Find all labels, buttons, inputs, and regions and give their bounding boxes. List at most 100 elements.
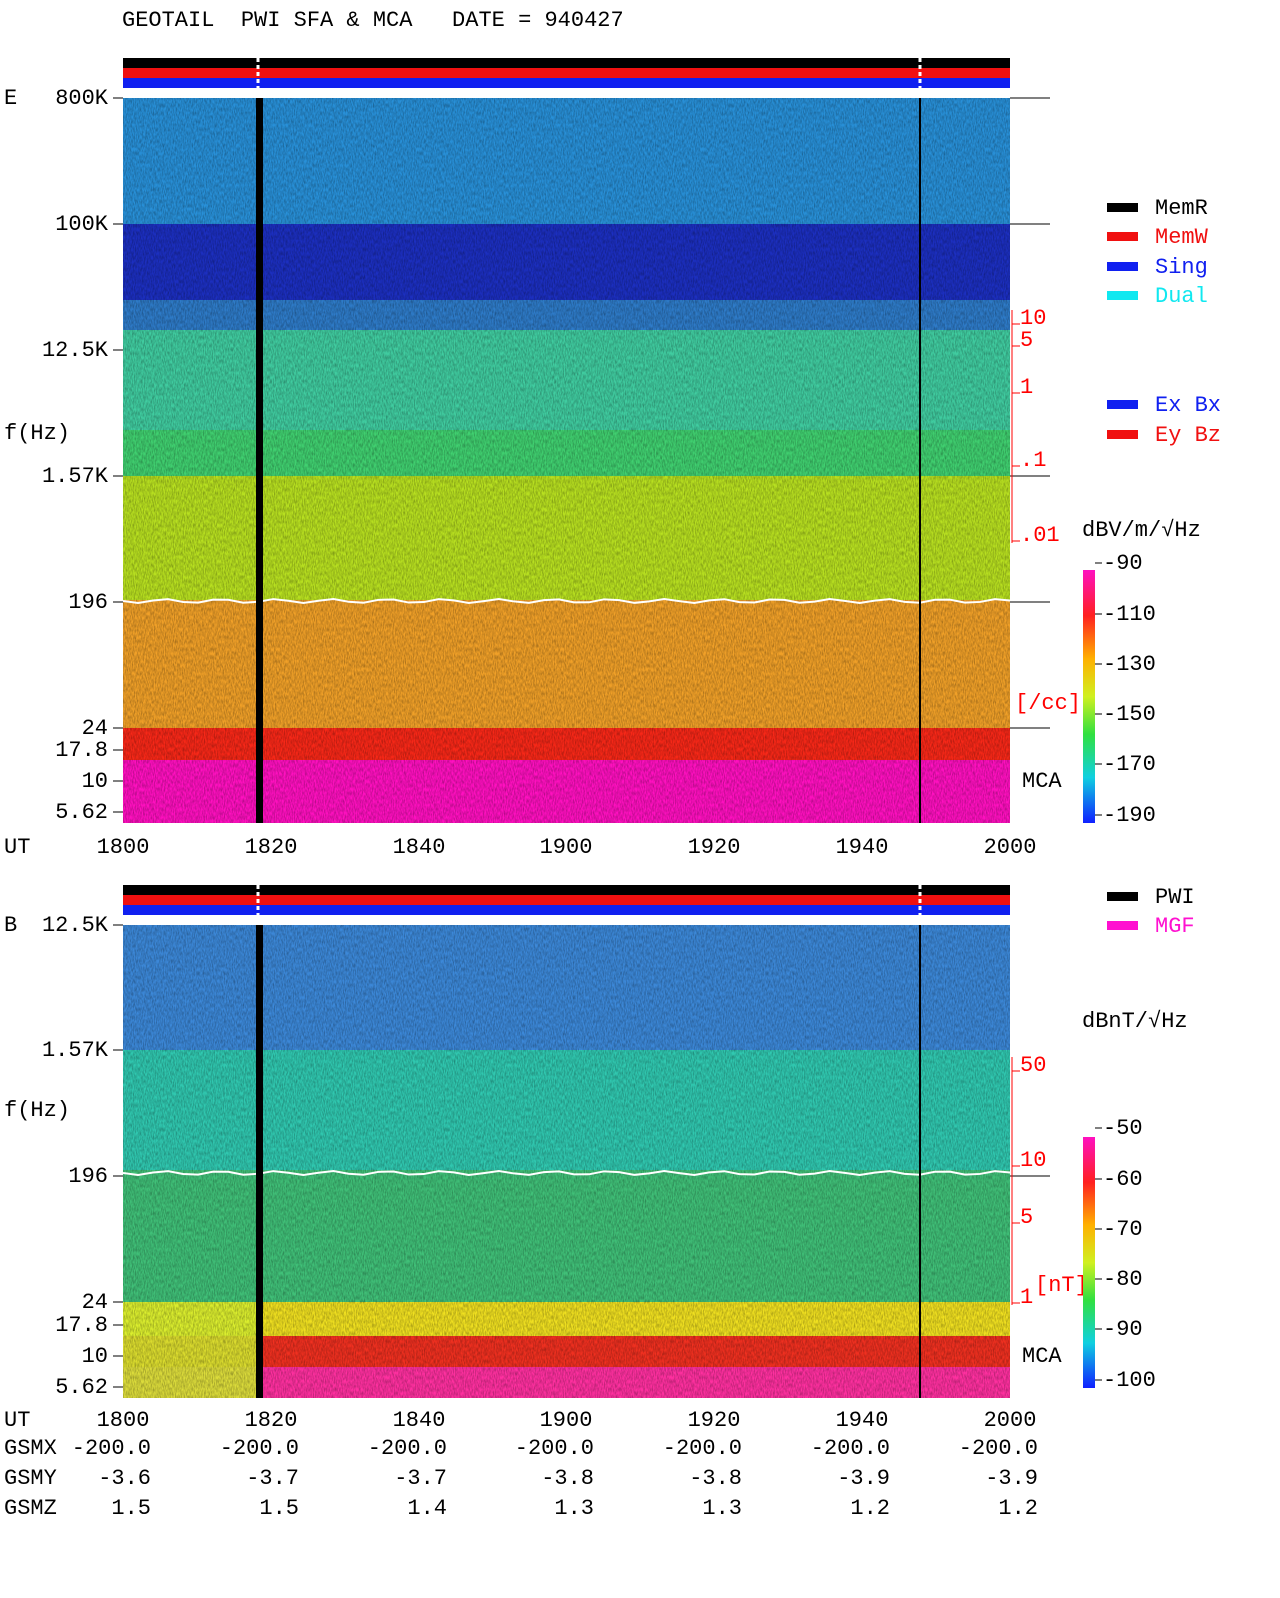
colorbar: [1083, 1137, 1095, 1388]
legend-swatch: [1107, 430, 1138, 439]
right-tick-label: 10: [1020, 306, 1046, 331]
orbit-value: -200.0: [72, 1436, 151, 1461]
orbit-value: 1.2: [998, 1496, 1038, 1521]
orbit-value: -200.0: [220, 1436, 299, 1461]
colorbar-tick-label: -90: [1103, 551, 1143, 576]
orbit-value: 1.3: [554, 1496, 594, 1521]
x-tick-label: 1900: [540, 835, 593, 860]
x-tick-label: 1840: [393, 1408, 446, 1433]
status-bar: [123, 895, 1010, 905]
status-bar: [123, 78, 1010, 88]
orbit-value: -3.7: [394, 1466, 447, 1491]
legend-swatch: [1107, 262, 1138, 271]
legend-label: MGF: [1155, 914, 1195, 939]
x-axis-label: UT: [4, 1408, 30, 1433]
orbit-value: 1.5: [259, 1496, 299, 1521]
legend-swatch: [1107, 203, 1138, 212]
colorbar: [1083, 570, 1095, 823]
right-unit: [nT]: [1035, 1273, 1088, 1298]
colorbar-tick-label: -50: [1103, 1116, 1143, 1141]
legend-swatch: [1107, 291, 1138, 300]
y-tick-label: 12.5K: [42, 913, 109, 938]
legend-label: PWI: [1155, 885, 1195, 910]
legend-swatch: [1107, 892, 1138, 901]
x-tick-label: 1900: [540, 1408, 593, 1433]
x-tick-label: 1820: [245, 1408, 298, 1433]
data-gap: [256, 925, 263, 1398]
orbit-value: -3.6: [98, 1466, 151, 1491]
right-tick-label: .01: [1020, 523, 1060, 548]
orbit-value: 1.4: [407, 1496, 447, 1521]
y-tick-label: 24: [82, 716, 108, 741]
colorbar-tick-label: -60: [1103, 1167, 1143, 1192]
orbit-value: 1.5: [111, 1496, 151, 1521]
x-tick-label: 2000: [984, 835, 1037, 860]
data-gap: [256, 98, 263, 823]
right-tick-label: 1: [1020, 375, 1033, 400]
y-tick-label: 12.5K: [42, 338, 109, 363]
legend-swatch: [1107, 232, 1138, 241]
x-axis-label: UT: [4, 835, 30, 860]
x-tick-label: 1800: [97, 835, 150, 860]
colorbar-tick-label: -150: [1103, 702, 1156, 727]
orbit-value: 1.3: [702, 1496, 742, 1521]
colorbar-tick-label: -90: [1103, 1317, 1143, 1342]
orbit-value: -3.9: [837, 1466, 890, 1491]
panel-label: B: [4, 913, 17, 938]
orbit-value: -200.0: [959, 1436, 1038, 1461]
orbit-value: -200.0: [811, 1436, 890, 1461]
status-bar: [123, 68, 1010, 78]
right-tick-label: 5: [1020, 328, 1033, 353]
y-tick-label: 17.8: [55, 738, 108, 763]
x-tick-label: 1800: [97, 1408, 150, 1433]
panel-label: E: [4, 86, 17, 111]
colorbar-tick-label: -170: [1103, 752, 1156, 777]
right-tick-label: 10: [1020, 1148, 1046, 1173]
right-tick-label: 1: [1020, 1285, 1033, 1310]
legend-label: MemR: [1155, 196, 1208, 221]
y-tick-label: 10: [82, 1344, 108, 1369]
x-tick-label: 1920: [688, 1408, 741, 1433]
legend-label: Dual: [1155, 284, 1208, 309]
legend-swatch: [1107, 921, 1138, 930]
right-tick-label: .1: [1020, 448, 1046, 473]
orbit-value: -3.9: [985, 1466, 1038, 1491]
title: GEOTAIL PWI SFA & MCA DATE = 940427: [122, 8, 624, 33]
status-bar: [123, 58, 1010, 68]
plasma-line: [122, 1169, 1011, 1177]
colorbar-tick-label: -80: [1103, 1267, 1143, 1292]
orbit-value: -200.0: [663, 1436, 742, 1461]
y-tick-label: 5.62: [55, 800, 108, 825]
y-tick-label: 100K: [55, 212, 109, 237]
y-axis-label: f(Hz): [4, 1098, 70, 1123]
x-tick-label: 1940: [836, 1408, 889, 1433]
y-axis-label: f(Hz): [4, 421, 70, 446]
y-tick-label: 17.8: [55, 1313, 108, 1338]
y-tick-label: 5.62: [55, 1375, 108, 1400]
legend-label: Ex Bx: [1155, 393, 1221, 418]
legend-label: MemW: [1155, 225, 1209, 250]
y-tick-label: 1.57K: [42, 1038, 109, 1063]
colorbar-tick-label: -100: [1103, 1368, 1156, 1393]
y-tick-label: 24: [82, 1290, 108, 1315]
orbit-value: -200.0: [515, 1436, 594, 1461]
colorbar-label: dBnT/√Hz: [1082, 1009, 1188, 1034]
orbit-value: 1.2: [850, 1496, 890, 1521]
orbit-label: GSMY: [4, 1466, 57, 1491]
y-tick-label: 196: [68, 1164, 108, 1189]
colorbar-tick-label: -110: [1103, 602, 1156, 627]
x-tick-label: 1920: [688, 835, 741, 860]
orbit-value: -3.7: [246, 1466, 299, 1491]
x-tick-label: 1940: [836, 835, 889, 860]
colorbar-tick-label: -70: [1103, 1217, 1143, 1242]
orbit-label: GSMZ: [4, 1496, 57, 1521]
spectrogram-noise: [123, 98, 1010, 823]
status-bar: [123, 885, 1010, 895]
orbit-value: -3.8: [689, 1466, 742, 1491]
x-tick-label: 1840: [393, 835, 446, 860]
mca-label: MCA: [1022, 1344, 1062, 1369]
x-tick-label: 2000: [984, 1408, 1037, 1433]
mca-label: MCA: [1022, 769, 1062, 794]
